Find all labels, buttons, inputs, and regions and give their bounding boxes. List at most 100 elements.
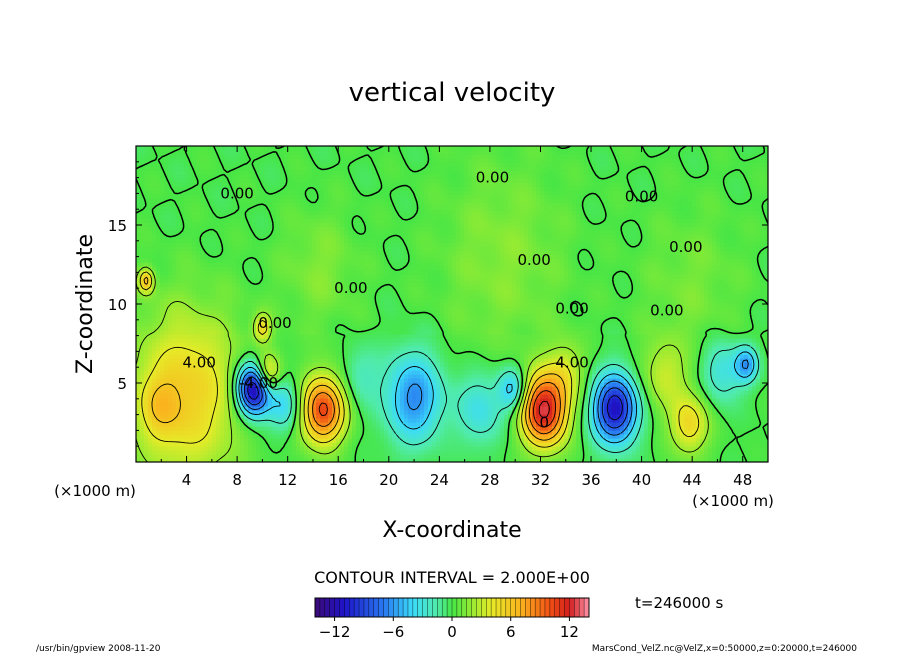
- field-cell: [580, 446, 585, 451]
- field-cell: [440, 362, 445, 367]
- field-cell: [416, 458, 421, 462]
- field-cell: [240, 430, 245, 435]
- field-cell: [684, 414, 689, 419]
- field-cell: [508, 342, 513, 347]
- field-cell: [172, 382, 177, 387]
- field-cell: [156, 406, 161, 411]
- field-cell: [568, 358, 573, 363]
- field-cell: [536, 358, 541, 363]
- field-cell: [744, 398, 749, 403]
- field-cell: [164, 418, 169, 423]
- field-cell: [492, 346, 497, 351]
- field-cell: [176, 402, 181, 407]
- field-cell: [380, 374, 385, 379]
- field-cell: [368, 370, 373, 375]
- field-cell: [708, 378, 713, 383]
- field-cell: [184, 406, 189, 411]
- field-cell: [312, 374, 317, 379]
- field-cell: [580, 362, 585, 367]
- field-cell: [152, 390, 157, 395]
- field-cell: [492, 374, 497, 379]
- field-cell: [280, 434, 285, 439]
- field-cell: [476, 438, 481, 443]
- field-cell: [604, 362, 609, 367]
- field-cell: [664, 418, 669, 423]
- field-cell: [376, 362, 381, 367]
- field-cell: [396, 342, 401, 347]
- field-cell: [460, 358, 465, 363]
- field-cell: [368, 414, 373, 419]
- field-cell: [180, 366, 185, 371]
- field-cell: [380, 414, 385, 419]
- field-cell: [240, 446, 245, 451]
- field-cell: [232, 442, 237, 447]
- field-cell: [344, 386, 349, 391]
- field-cell: [548, 446, 553, 451]
- field-cell: [360, 382, 365, 387]
- field-cell: [444, 354, 449, 359]
- field-cell: [264, 334, 269, 339]
- field-cell: [592, 394, 597, 399]
- field-cell: [156, 346, 161, 351]
- field-cell: [248, 358, 253, 363]
- field-cell: [552, 422, 557, 427]
- field-cell: [160, 418, 165, 423]
- field-cell: [180, 442, 185, 447]
- field-cell: [472, 458, 477, 462]
- field-cell: [244, 366, 249, 371]
- field-cell: [616, 386, 621, 391]
- field-cell: [220, 434, 225, 439]
- field-cell: [172, 362, 177, 367]
- field-cell: [144, 366, 149, 371]
- field-cell: [316, 358, 321, 363]
- field-cell: [612, 438, 617, 443]
- field-cell: [724, 362, 729, 367]
- field-cell: [384, 402, 389, 407]
- field-cell: [440, 374, 445, 379]
- field-cell: [648, 398, 653, 403]
- field-cell: [344, 422, 349, 427]
- field-cell: [236, 430, 241, 435]
- field-cell: [460, 438, 465, 443]
- field-cell: [752, 430, 757, 435]
- field-cell: [440, 390, 445, 395]
- field-cell: [336, 350, 341, 355]
- field-cell: [192, 374, 197, 379]
- field-cell: [468, 370, 473, 375]
- field-cell: [352, 390, 357, 395]
- field-cell: [188, 374, 193, 379]
- field-cell: [728, 458, 733, 462]
- field-cell: [536, 402, 541, 407]
- field-cell: [212, 334, 217, 339]
- field-cell: [584, 414, 589, 419]
- field-cell: [736, 454, 741, 459]
- field-cell: [504, 426, 509, 431]
- field-cell: [492, 418, 497, 423]
- field-cell: [484, 358, 489, 363]
- field-cell: [740, 370, 745, 375]
- field-cell: [364, 350, 369, 355]
- field-cell: [220, 430, 225, 435]
- field-cell: [296, 350, 301, 355]
- field-cell: [488, 382, 493, 387]
- field-cell: [476, 422, 481, 427]
- field-cell: [696, 382, 701, 387]
- field-cell: [524, 342, 529, 347]
- field-cell: [276, 394, 281, 399]
- field-cell: [436, 458, 441, 462]
- field-cell: [232, 374, 237, 379]
- field-cell: [568, 366, 573, 371]
- field-cell: [256, 446, 261, 451]
- field-cell: [184, 426, 189, 431]
- field-cell: [276, 406, 281, 411]
- field-cell: [584, 362, 589, 367]
- field-cell: [460, 458, 465, 462]
- field-cell: [296, 406, 301, 411]
- field-cell: [548, 418, 553, 423]
- field-cell: [416, 334, 421, 339]
- field-cell: [716, 402, 721, 407]
- field-cell: [316, 426, 321, 431]
- field-cell: [208, 342, 213, 347]
- field-cell: [148, 398, 153, 403]
- field-cell: [720, 346, 725, 351]
